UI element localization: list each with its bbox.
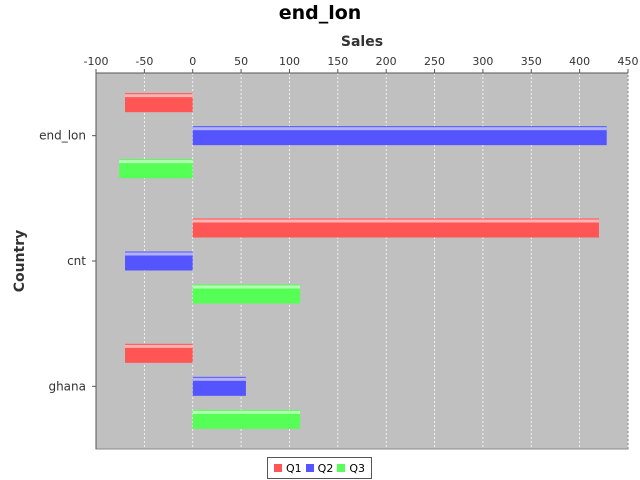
- legend-swatch: [305, 464, 314, 472]
- x-tick-label: 450: [618, 55, 639, 68]
- legend-swatch: [337, 464, 346, 472]
- x-tick-label: -100: [84, 55, 109, 68]
- bar-q2-cnt: [125, 251, 193, 271]
- y-category-label: cnt: [67, 254, 86, 268]
- x-tick-label: 300: [472, 55, 493, 68]
- x-tick-label: 200: [376, 55, 397, 68]
- bar-q1-ghana: [125, 343, 193, 363]
- bar-highlight: [125, 94, 193, 98]
- bar-q1-end_lon: [125, 93, 193, 113]
- x-tick-label: 400: [569, 55, 590, 68]
- bar-q2-ghana: [192, 376, 246, 396]
- bar-q2-end_lon: [192, 126, 607, 146]
- bar-q1-cnt: [192, 218, 599, 238]
- chart-title: end_lon: [278, 2, 362, 24]
- x-tick-label: 100: [279, 55, 300, 68]
- bar-highlight: [119, 160, 193, 164]
- bar-q3-end_lon: [119, 159, 193, 179]
- x-tick-label: -50: [135, 55, 153, 68]
- y-axis-title: Country: [12, 230, 28, 293]
- x-tick-label: 250: [424, 55, 445, 68]
- x-axis-title: Sales: [341, 34, 383, 50]
- bar-q3-ghana: [192, 409, 301, 429]
- legend-label: Q3: [349, 461, 366, 475]
- legend: Q1 Q2 Q3: [267, 457, 373, 479]
- legend-swatch: [274, 464, 282, 472]
- bars: [119, 93, 607, 429]
- x-tick-label: 50: [234, 55, 248, 68]
- bar-highlight: [192, 285, 301, 289]
- legend-item: Q3: [337, 462, 365, 475]
- legend-item: Q1: [274, 462, 302, 475]
- bar-highlight: [192, 219, 599, 223]
- bar-highlight: [125, 252, 193, 256]
- y-category-label: ghana: [48, 379, 86, 393]
- bar-q3-cnt: [192, 284, 301, 304]
- bar-highlight: [192, 377, 246, 381]
- legend-label: Q1: [286, 461, 302, 475]
- bar-highlight: [192, 127, 607, 131]
- x-tick-label: 350: [521, 55, 542, 68]
- y-category-label: end_lon: [39, 129, 86, 143]
- bar-highlight: [192, 410, 301, 414]
- bar-highlight: [125, 344, 193, 348]
- legend-item: Q2: [305, 461, 334, 475]
- x-tick-label: 0: [189, 55, 196, 68]
- legend-label: Q2: [317, 461, 334, 475]
- x-tick-label: 150: [327, 55, 348, 68]
